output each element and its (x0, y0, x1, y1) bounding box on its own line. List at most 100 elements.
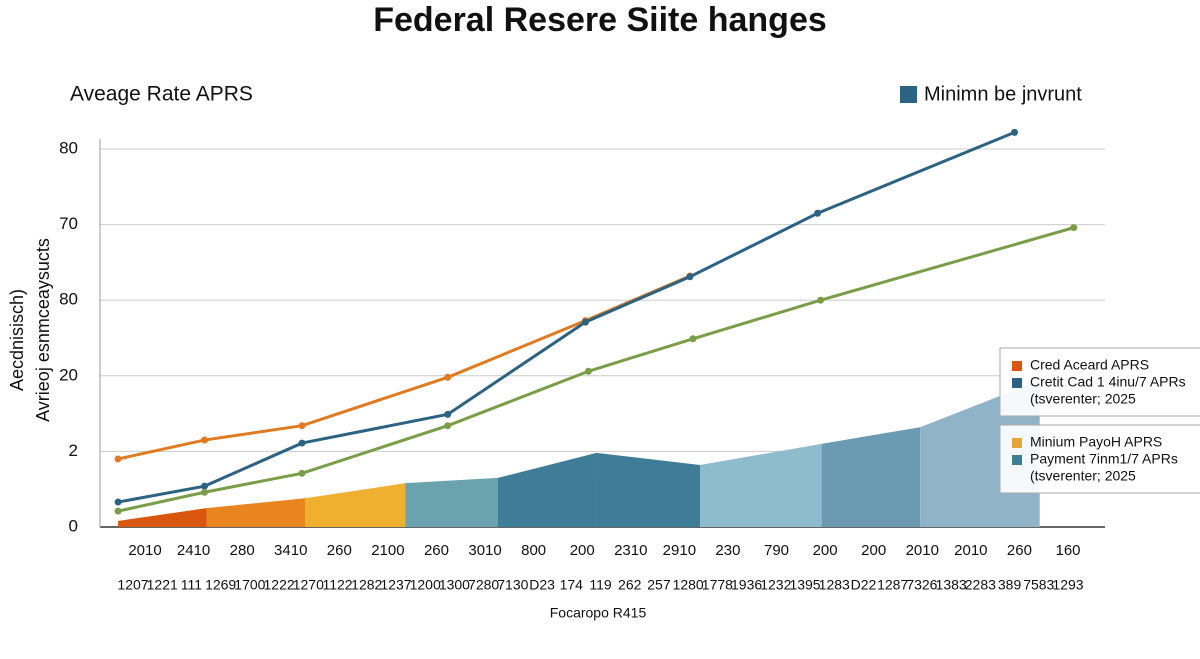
point (444, 422, 452, 430)
point (814, 209, 822, 217)
x-tick-label: 160 (1055, 542, 1080, 559)
x-tick-label: 257 (647, 577, 671, 593)
x-tick-label: 1395 (789, 577, 820, 593)
x-tick-label: 1282 (351, 577, 382, 593)
legend-label: Cretit Cad 1 4inu/7 APRs (1030, 374, 1186, 390)
x-tick-label: 200 (570, 542, 595, 559)
x-tick-label: 1383 (936, 577, 967, 593)
y-tick-label: 80 (59, 138, 78, 157)
y-tick-label: 0 (69, 516, 78, 535)
y-axis-label: Avrieoj esnmceaysucts (33, 238, 53, 422)
x-tick-label: 1269 (205, 577, 236, 593)
x-tick-label: 7130 (497, 577, 528, 593)
legend-swatch (1012, 438, 1022, 448)
point (114, 498, 122, 506)
x-tick-label: 1293 (1052, 577, 1083, 593)
x-tick-label: 2010 (906, 542, 939, 559)
x-tick-label: 260 (1007, 542, 1032, 559)
x-tick-label: 2100 (371, 542, 404, 559)
x-tick-label: D23 (529, 577, 555, 593)
x-tick-label: 1200 (410, 577, 441, 593)
x-tick-label: 7280 (468, 577, 499, 593)
x-tick-label: 389 (998, 577, 1022, 593)
area-segment (821, 427, 921, 527)
point (686, 273, 694, 281)
x-tick-label: 1280 (673, 577, 704, 593)
x-tick-label: 1283 (819, 577, 850, 593)
x-tick-label: 119 (589, 577, 612, 593)
legend-note: (tsverenter; 2025 (1030, 391, 1136, 407)
point (1070, 224, 1078, 232)
area-segment (118, 508, 207, 527)
area-segment (596, 452, 700, 527)
point (201, 482, 209, 490)
y-tick-label: 20 (59, 365, 78, 384)
legend-note: (tsverenter; 2025 (1030, 468, 1136, 484)
x-tick-label: 1300 (439, 577, 470, 593)
x-tick-label: 111 (181, 577, 202, 593)
x-tick-label: D22 (851, 577, 877, 593)
legend-swatch (1012, 361, 1022, 371)
area-segment (405, 477, 498, 527)
legend-swatch (1012, 455, 1022, 465)
legend-label: Minimn be jnvrunt (924, 83, 1082, 105)
x-tick-label: 2010 (954, 542, 987, 559)
x-tick-label: 3010 (468, 542, 501, 559)
legend-label: Payment 7inm1/7 APRs (1030, 451, 1178, 467)
x-tick-label: 2283 (965, 577, 996, 593)
x-tick-label: 174 (560, 577, 584, 593)
subtitle: Aveage Rate APRS (70, 83, 253, 106)
point (298, 469, 306, 477)
area-segment (305, 483, 406, 527)
y-tick-label: 70 (59, 214, 78, 233)
legend-label: Minium PayoH APRS (1030, 434, 1162, 450)
x-tick-label: 200 (861, 542, 886, 559)
x-tick-label: 7583 (1023, 577, 1054, 593)
point (114, 507, 122, 515)
y-tick-label: 80 (59, 290, 78, 309)
x-tick-label: 1237 (380, 577, 411, 593)
chart-title: Federal Resere Siite hanges (373, 1, 827, 39)
x-tick-label: 2910 (663, 542, 696, 559)
legend-swatch (900, 86, 917, 103)
area-segment (699, 443, 822, 527)
area-segment (206, 498, 306, 527)
x-axis-label: Focaropo R415 (550, 605, 647, 621)
x-tick-label: 280 (230, 542, 255, 559)
point (817, 296, 825, 304)
point (584, 367, 592, 375)
x-tick-label: 1270 (293, 577, 324, 593)
x-tick-label: 1287 (877, 577, 908, 593)
x-tick-label: 1700 (234, 577, 265, 593)
x-tick-label: 2410 (177, 542, 210, 559)
x-tick-label: 1207 (117, 577, 148, 593)
x-tick-label: 262 (618, 577, 642, 593)
x-tick-label: 1222 (264, 577, 295, 593)
y-axis-label: Aecdnisisch) (7, 289, 27, 391)
point (201, 488, 209, 496)
x-tick-label: 1122 (322, 577, 352, 593)
legend-box (999, 424, 1200, 494)
x-tick-label: 200 (813, 542, 838, 559)
x-tick-label: 230 (715, 542, 740, 559)
x-tick-label: 1936 (731, 577, 762, 593)
point (689, 335, 697, 343)
point (298, 422, 306, 430)
legend-swatch (1012, 378, 1022, 388)
point (201, 436, 209, 444)
x-tick-label: 260 (327, 542, 352, 559)
x-tick-label: 260 (424, 542, 449, 559)
legend-box (999, 347, 1200, 417)
legend-label: Cred Aceard APRS (1030, 357, 1149, 373)
x-tick-label: 1221 (147, 577, 178, 593)
x-tick-label: 790 (764, 542, 789, 559)
x-tick-label: 7326 (906, 577, 937, 593)
x-tick-label: 2310 (614, 542, 647, 559)
point (114, 455, 122, 463)
x-tick-label: 2010 (128, 542, 161, 559)
x-tick-label: 800 (521, 542, 546, 559)
x-tick-label: 3410 (274, 542, 307, 559)
point (1011, 128, 1019, 136)
